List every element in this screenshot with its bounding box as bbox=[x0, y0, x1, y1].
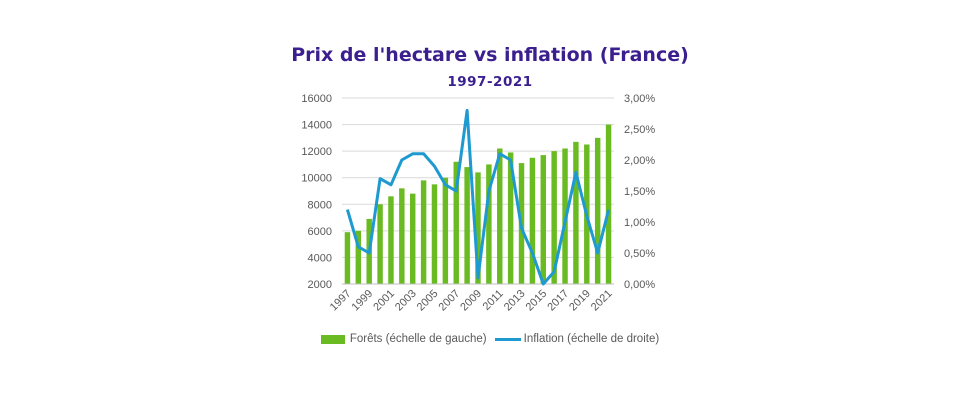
y-right-tick-label: 1,00% bbox=[624, 217, 655, 229]
legend-swatch-line bbox=[494, 337, 521, 341]
x-tick-label: 2013 bbox=[502, 288, 528, 314]
bar-2001 bbox=[388, 196, 394, 284]
y-left-tick-label: 10000 bbox=[301, 173, 332, 185]
bar-2018 bbox=[573, 141, 579, 284]
x-tick-label: 2021 bbox=[589, 288, 615, 314]
y-left-tick-label: 6000 bbox=[308, 226, 332, 238]
bar-2009 bbox=[475, 172, 481, 284]
inflation-line bbox=[345, 108, 611, 286]
bar-2012 bbox=[507, 152, 514, 284]
legend-label-forets: Forêts (échelle de gauche) bbox=[349, 333, 487, 345]
bar-2004 bbox=[420, 180, 427, 284]
x-tick-label: 2009 bbox=[458, 288, 484, 314]
legend: Forêts (échelle de gauche) Inflation (éc… bbox=[0, 333, 980, 345]
bar-2005 bbox=[431, 184, 438, 284]
bar-2020 bbox=[594, 137, 601, 284]
legend-item-inflation: Inflation (échelle de droite) bbox=[494, 333, 660, 345]
chart-subtitle: 1997-2021 bbox=[447, 74, 533, 90]
legend-swatch-bar bbox=[320, 334, 345, 344]
x-tick-label: 2019 bbox=[567, 288, 593, 314]
bar-1998 bbox=[355, 230, 362, 284]
x-tick-label: 2011 bbox=[481, 288, 506, 313]
bar-2007 bbox=[453, 161, 459, 284]
x-tick-label: 2017 bbox=[545, 288, 571, 314]
bar-2016 bbox=[551, 151, 557, 284]
bar-2011 bbox=[497, 148, 503, 284]
y-left-tick-label: 16000 bbox=[301, 93, 332, 105]
x-tick-label: 1999 bbox=[350, 288, 376, 314]
y-right-tick-label: 0,00% bbox=[624, 279, 655, 291]
y-right-tick-label: 0,50% bbox=[624, 248, 655, 260]
bar-2008 bbox=[464, 167, 470, 284]
y-left-tick-label: 12000 bbox=[301, 146, 332, 158]
chart-title: Prix de l'hectare vs inflation (France) bbox=[291, 44, 689, 66]
x-tick-label: 2001 bbox=[371, 288, 397, 314]
bar-2010 bbox=[486, 164, 492, 284]
bar-2006 bbox=[442, 177, 449, 284]
legend-label-inflation: Inflation (échelle de droite) bbox=[523, 333, 660, 345]
y-left-tick-label: 2000 bbox=[308, 279, 332, 291]
bar-2014 bbox=[529, 157, 536, 284]
bar-2003 bbox=[410, 193, 416, 284]
x-tick-label: 2007 bbox=[437, 288, 463, 314]
y-right-tick-label: 2,00% bbox=[624, 155, 655, 167]
y-right-tick-label: 2,50% bbox=[624, 124, 655, 136]
bar-2021 bbox=[605, 124, 612, 284]
legend-item-forets: Forêts (échelle de gauche) bbox=[320, 333, 487, 345]
bar-2000 bbox=[377, 204, 383, 284]
bar-2015 bbox=[540, 155, 546, 284]
x-tick-label: 1997 bbox=[328, 288, 354, 314]
y-right-tick-label: 3,00% bbox=[624, 93, 655, 105]
y-left-tick-label: 4000 bbox=[308, 252, 332, 264]
y-left-tick-label: 14000 bbox=[301, 120, 332, 132]
x-tick-label: 2005 bbox=[415, 288, 441, 314]
y-right-tick-label: 1,50% bbox=[624, 186, 655, 198]
bar-2002 bbox=[399, 188, 405, 284]
y-left-tick-label: 8000 bbox=[308, 199, 332, 211]
x-tick-label: 2015 bbox=[524, 288, 550, 314]
x-tick-label: 2003 bbox=[393, 288, 419, 314]
bar-1997 bbox=[344, 232, 351, 284]
